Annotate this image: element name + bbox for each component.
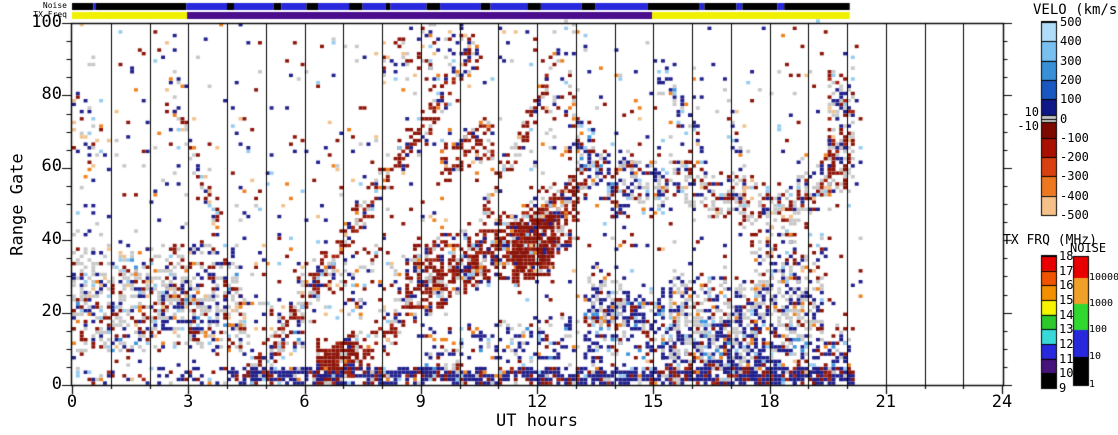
x-tick-label: 15 xyxy=(643,392,664,412)
y-tick-label: 40 xyxy=(41,228,62,249)
velo-tick-label: 0 xyxy=(1060,111,1068,126)
velo-tick-label: 100 xyxy=(1060,92,1082,107)
txfrq-tick-label: 13 xyxy=(1059,322,1074,337)
y-tick-label: 80 xyxy=(41,83,62,104)
noise-tick-label: 1 xyxy=(1089,379,1096,390)
noise-strip-label: Noise xyxy=(42,1,67,10)
velo-tick-label: 300 xyxy=(1060,53,1082,68)
txfrq-tick-label: 10 xyxy=(1059,366,1074,381)
noise-colorbar-title: NOISE xyxy=(1070,241,1107,255)
noise-tick-label: 1000 xyxy=(1089,298,1114,309)
y-tick-label: 0 xyxy=(51,373,62,394)
txfrq-tick-label: 14 xyxy=(1059,307,1074,322)
noise-tick-label: 100 xyxy=(1089,324,1108,335)
velo-tick-label: 400 xyxy=(1060,34,1082,49)
txfrq-tick-label: 15 xyxy=(1059,293,1074,307)
x-tick-label: 21 xyxy=(875,392,896,412)
x-tick-label: 6 xyxy=(299,392,310,412)
tx-freq-strip-label: TX Freq xyxy=(33,10,67,19)
velo-tick-label: -400 xyxy=(1060,188,1089,203)
y-tick-label: 20 xyxy=(41,301,62,322)
velo-tick-label: -500 xyxy=(1060,208,1089,222)
velo-tick-label: -200 xyxy=(1060,150,1089,165)
txfrq-tick-label: 12 xyxy=(1059,337,1074,351)
x-tick-label: 24 xyxy=(991,392,1013,412)
x-tick-label: 3 xyxy=(183,392,194,412)
velo-colorbar-title: VELO (km/s) xyxy=(1033,2,1118,18)
txfrq-tick-label: 16 xyxy=(1059,278,1074,293)
y-tick-label: 100 xyxy=(31,11,62,32)
velo-tick-label: -300 xyxy=(1060,169,1089,184)
x-tick-label: 18 xyxy=(759,392,780,412)
txfrq-tick-label: 9 xyxy=(1059,381,1067,395)
velo-tick-label: 500 xyxy=(1060,15,1082,29)
x-tick-label: 9 xyxy=(415,392,426,412)
x-axis-title: UT hours xyxy=(496,411,578,431)
noise-tick-label: 10000 xyxy=(1089,272,1118,283)
x-tick-label: 12 xyxy=(526,392,548,412)
txfrq-tick-label: 17 xyxy=(1059,263,1074,278)
y-tick-label: 60 xyxy=(41,156,62,177)
velo-threshold-label: -10 xyxy=(1017,118,1039,133)
velo-tick-label: -100 xyxy=(1060,130,1089,145)
velo-threshold-label: 10 xyxy=(1024,104,1039,119)
velo-tick-label: 200 xyxy=(1060,72,1082,87)
txfrq-colorbar-title: TX FRQ (MHz) xyxy=(1003,233,1097,248)
noise-tick-label: 10 xyxy=(1089,351,1102,362)
txfrq-tick-label: 11 xyxy=(1059,351,1074,366)
x-tick-label: 0 xyxy=(66,392,78,412)
txfrq-tick-label: 18 xyxy=(1059,249,1074,263)
